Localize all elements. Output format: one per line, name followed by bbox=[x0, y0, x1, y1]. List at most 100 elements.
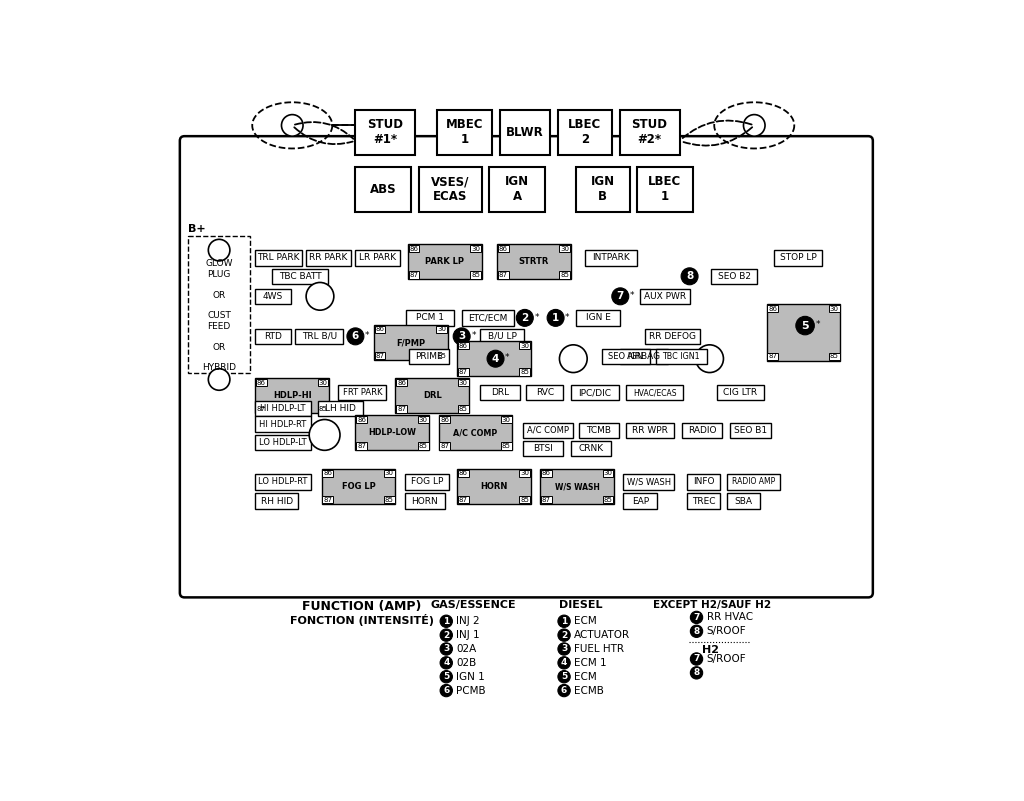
Text: 3: 3 bbox=[443, 645, 450, 654]
Bar bbox=[686, 493, 720, 509]
Text: 2: 2 bbox=[443, 630, 450, 640]
Circle shape bbox=[695, 344, 724, 372]
Bar bbox=[458, 405, 469, 413]
Text: A/C COMP: A/C COMP bbox=[454, 428, 498, 437]
Bar bbox=[541, 469, 614, 504]
Bar bbox=[523, 423, 572, 438]
Bar bbox=[318, 401, 364, 417]
Text: LBEC
2: LBEC 2 bbox=[568, 119, 601, 147]
Text: FUEL HTR: FUEL HTR bbox=[574, 644, 624, 654]
Text: B+: B+ bbox=[188, 223, 206, 234]
Text: 87: 87 bbox=[357, 443, 366, 449]
Bar bbox=[559, 271, 570, 279]
Text: GLOW: GLOW bbox=[206, 260, 232, 268]
Text: 85: 85 bbox=[520, 497, 529, 502]
Text: *: * bbox=[471, 331, 476, 340]
Bar bbox=[375, 325, 385, 333]
Circle shape bbox=[743, 115, 765, 136]
Text: 2: 2 bbox=[521, 313, 528, 323]
Text: 1: 1 bbox=[443, 617, 450, 626]
FancyBboxPatch shape bbox=[180, 136, 872, 598]
Text: BTSI: BTSI bbox=[534, 445, 553, 453]
Bar bbox=[419, 167, 481, 211]
Text: EAP: EAP bbox=[632, 497, 649, 505]
Text: IGN
A: IGN A bbox=[505, 175, 529, 203]
Text: ECM: ECM bbox=[574, 672, 597, 682]
Bar bbox=[519, 342, 530, 349]
Bar bbox=[686, 474, 720, 489]
Text: RH HID: RH HID bbox=[261, 497, 293, 505]
Bar bbox=[829, 305, 840, 312]
Text: SEO B2: SEO B2 bbox=[718, 272, 751, 281]
Text: 87: 87 bbox=[499, 272, 508, 278]
Text: STUD
#1*: STUD #1* bbox=[368, 119, 403, 147]
Bar bbox=[317, 379, 329, 386]
Bar bbox=[408, 244, 481, 280]
Text: 6: 6 bbox=[352, 332, 359, 341]
Text: TREC: TREC bbox=[691, 497, 715, 505]
Circle shape bbox=[558, 657, 570, 669]
Text: 86: 86 bbox=[357, 417, 366, 422]
Text: STOP LP: STOP LP bbox=[779, 253, 816, 262]
Circle shape bbox=[611, 288, 629, 305]
Text: 8: 8 bbox=[693, 668, 699, 678]
Text: 85: 85 bbox=[471, 272, 480, 278]
Text: ABS: ABS bbox=[370, 183, 396, 195]
Text: STUD
#2*: STUD #2* bbox=[632, 119, 668, 147]
Bar bbox=[541, 496, 552, 504]
Circle shape bbox=[487, 350, 504, 367]
Text: AUX PWR: AUX PWR bbox=[644, 292, 686, 301]
Text: 86: 86 bbox=[499, 246, 508, 252]
Text: DIESEL: DIESEL bbox=[559, 601, 603, 610]
Text: 85: 85 bbox=[318, 406, 328, 412]
Bar bbox=[627, 384, 683, 400]
Bar bbox=[384, 496, 394, 504]
Text: 87: 87 bbox=[459, 368, 468, 375]
Circle shape bbox=[690, 666, 702, 679]
Text: 30: 30 bbox=[520, 470, 529, 477]
Bar bbox=[730, 423, 771, 438]
Bar bbox=[457, 341, 531, 376]
Bar bbox=[621, 348, 668, 364]
Text: DRL: DRL bbox=[492, 388, 509, 397]
Text: DRL: DRL bbox=[423, 391, 441, 400]
Bar bbox=[355, 415, 429, 450]
Circle shape bbox=[440, 684, 453, 697]
Circle shape bbox=[516, 309, 534, 326]
Bar bbox=[255, 435, 310, 450]
Text: INTPARK: INTPARK bbox=[592, 253, 630, 262]
Text: GAS/ESSENCE: GAS/ESSENCE bbox=[430, 601, 516, 610]
Circle shape bbox=[440, 629, 453, 642]
Text: RR PARK: RR PARK bbox=[309, 253, 347, 262]
Text: TRL B/U: TRL B/U bbox=[302, 332, 337, 341]
Text: *: * bbox=[565, 312, 569, 322]
Circle shape bbox=[558, 684, 570, 697]
Bar bbox=[711, 268, 758, 284]
Text: 86: 86 bbox=[768, 306, 777, 312]
Text: BLWR: BLWR bbox=[506, 126, 544, 139]
Text: 87: 87 bbox=[542, 497, 551, 502]
Text: 30: 30 bbox=[502, 417, 511, 422]
Bar bbox=[458, 368, 469, 376]
Bar bbox=[256, 405, 267, 413]
Text: INFO: INFO bbox=[692, 477, 714, 486]
Text: 6: 6 bbox=[561, 686, 567, 695]
Bar bbox=[188, 236, 250, 373]
Bar bbox=[727, 493, 761, 509]
Bar bbox=[384, 469, 394, 477]
Bar bbox=[355, 167, 411, 211]
Text: MBEC
1: MBEC 1 bbox=[446, 119, 483, 147]
Text: CUST: CUST bbox=[207, 312, 231, 320]
Text: HI HDLP-RT: HI HDLP-RT bbox=[259, 420, 306, 429]
Circle shape bbox=[309, 420, 340, 450]
Bar bbox=[602, 496, 613, 504]
Text: FONCTION (INTENSITÉ): FONCTION (INTENSITÉ) bbox=[290, 614, 433, 626]
Circle shape bbox=[347, 328, 364, 344]
Text: FRT PARK: FRT PARK bbox=[343, 388, 382, 397]
Bar bbox=[602, 348, 649, 364]
Text: TBC BATT: TBC BATT bbox=[279, 272, 322, 281]
Bar bbox=[526, 384, 563, 400]
Text: VSES/
ECAS: VSES/ ECAS bbox=[431, 175, 469, 203]
Text: B/U LP: B/U LP bbox=[487, 332, 516, 341]
Circle shape bbox=[558, 643, 570, 655]
